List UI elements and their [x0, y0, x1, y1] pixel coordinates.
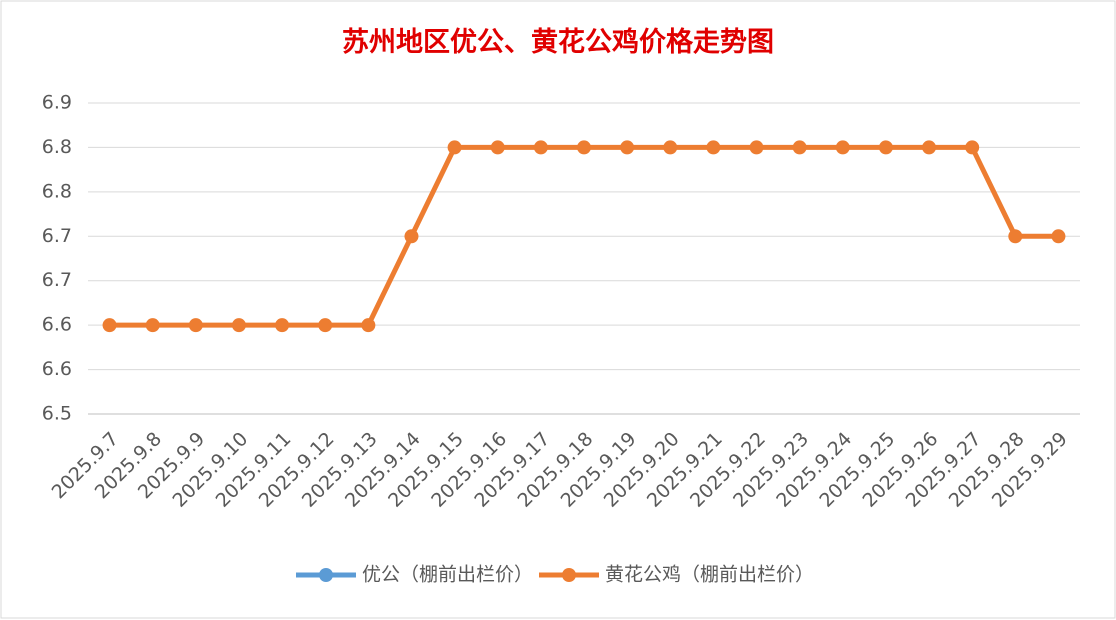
point — [1008, 229, 1023, 244]
y-tick-label: 6.7 — [42, 269, 72, 291]
point — [577, 140, 591, 155]
point — [878, 140, 893, 155]
point — [663, 140, 678, 155]
point — [404, 229, 419, 244]
point — [533, 140, 548, 155]
legend-marker — [562, 568, 576, 582]
y-tick-label: 6.5 — [42, 403, 72, 425]
y-tick-label: 6.9 — [42, 92, 72, 114]
point — [145, 318, 160, 333]
point — [965, 140, 980, 155]
legend-label: 优公（棚前出栏价） — [362, 564, 533, 586]
legend-label: 黄花公鸡（棚前出栏价） — [605, 564, 814, 586]
point — [318, 318, 333, 333]
y-tick-label: 6.6 — [42, 358, 72, 380]
y-tick-label: 6.7 — [42, 225, 72, 247]
point — [231, 318, 246, 333]
chart-title: 苏州地区优公、黄花公鸡价格走势图 — [342, 27, 774, 57]
point — [620, 140, 635, 155]
point — [706, 140, 721, 155]
y-tick-label: 6.8 — [42, 180, 72, 202]
point — [188, 318, 203, 333]
point — [835, 140, 850, 155]
point — [922, 140, 937, 155]
point — [361, 318, 376, 333]
y-tick-label: 6.8 — [42, 136, 72, 158]
point — [792, 140, 807, 155]
point — [275, 318, 290, 333]
point — [490, 140, 505, 155]
point — [749, 140, 764, 155]
y-tick-label: 6.6 — [42, 314, 72, 336]
point — [447, 140, 462, 155]
point — [1051, 229, 1066, 244]
legend-marker — [319, 568, 333, 582]
point — [102, 318, 117, 333]
